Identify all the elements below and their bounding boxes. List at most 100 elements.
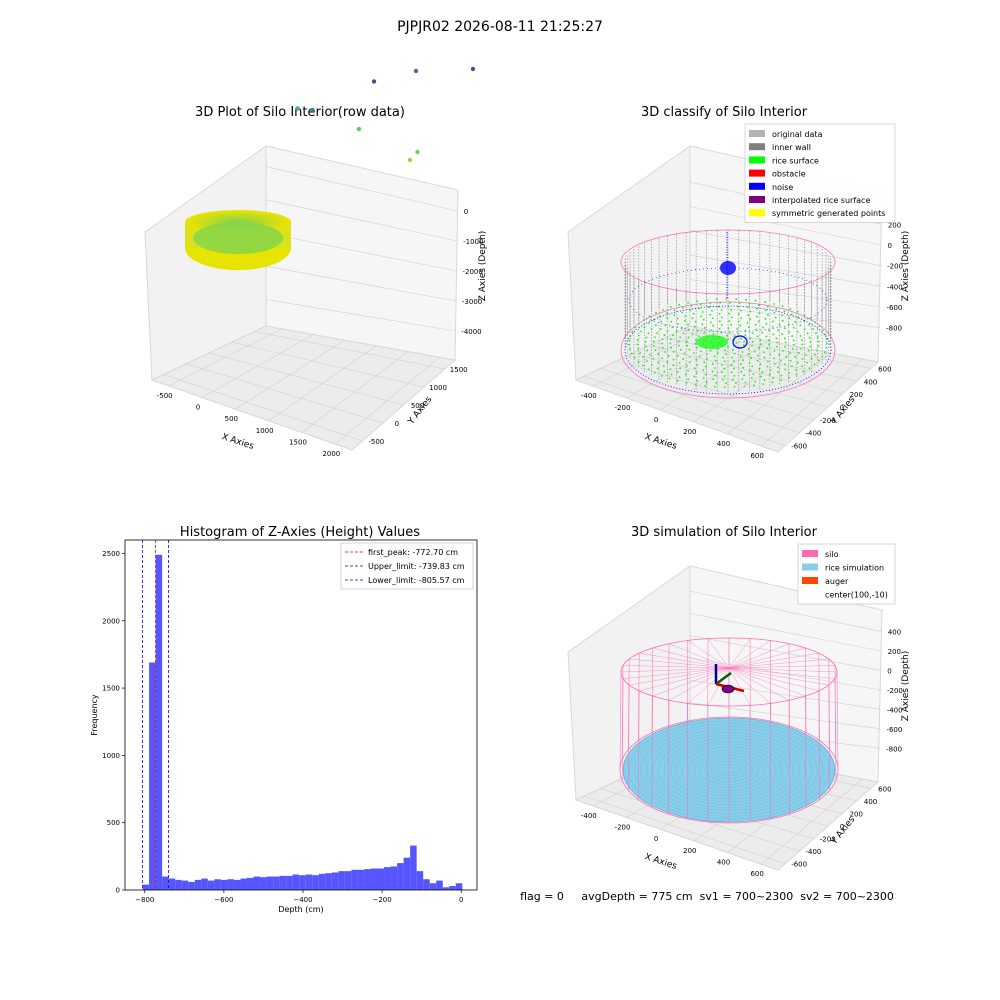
y-tick-label: 0	[840, 404, 844, 412]
rice-surface-point	[637, 334, 640, 337]
rice-surface-point	[732, 349, 734, 351]
histogram-bar	[299, 875, 306, 890]
rice-surface-point	[670, 306, 672, 308]
rice-surface-point	[692, 312, 695, 315]
rice-surface-point	[759, 363, 762, 366]
rice-surface-point	[801, 339, 803, 342]
rice-surface-point	[673, 309, 676, 312]
rice-surface-point	[758, 312, 761, 314]
histogram-bar	[423, 879, 430, 890]
rice-surface-point	[787, 323, 790, 325]
silo-wall-line	[668, 643, 670, 726]
rice-surface-point	[756, 315, 758, 318]
rice-surface-point	[762, 351, 765, 354]
legend-swatch	[802, 550, 818, 557]
rice-surface-point	[721, 363, 723, 366]
histogram-bar	[344, 871, 352, 890]
histogram-bar	[227, 879, 234, 890]
rice-surface-point	[741, 351, 744, 353]
rice-surface-point	[735, 298, 738, 301]
rice-surface-point	[737, 332, 740, 334]
rice-surface-point	[782, 349, 784, 352]
silo-wall-line	[668, 700, 670, 815]
silo-roof-line	[728, 647, 806, 669]
histogram-bar	[175, 879, 182, 890]
rice-surface-point	[709, 313, 712, 316]
histogram-bar	[155, 554, 163, 890]
x-tick-label: −400	[293, 896, 312, 904]
rice-surface-point	[796, 330, 799, 333]
rice-surface-point	[784, 345, 787, 348]
y-tick-label: 1500	[102, 685, 120, 693]
legend-label: silo	[825, 550, 839, 559]
raw-3d-title: 3D Plot of Silo Interior(row data)	[195, 105, 405, 120]
legend-swatch	[749, 156, 765, 164]
rice-surface-point	[788, 376, 790, 379]
rice-surface-point	[791, 347, 794, 350]
rice-surface-point	[747, 353, 750, 356]
histogram-bar	[260, 877, 267, 890]
auger-body	[721, 684, 735, 694]
y-tick-label: 0	[840, 823, 844, 831]
rice-surface-point	[650, 364, 653, 366]
rice-surface-point	[672, 334, 674, 337]
rice-surface-point	[656, 332, 659, 334]
rice-surface-point	[728, 312, 731, 315]
rice-surface-point	[646, 349, 649, 352]
rice-surface-point	[795, 373, 798, 376]
rice-surface-point	[775, 337, 778, 340]
rice-surface-point	[740, 317, 743, 319]
histogram-ticks: −800 −600 −400 −200 0 0 500 1000 1500 2000 2500	[102, 550, 463, 904]
rice-surface-point	[650, 328, 653, 331]
rice-surface-point	[670, 346, 673, 349]
rice-surface-point	[696, 300, 699, 303]
histogram-title: Histogram of Z-Axies (Height) Values	[180, 525, 420, 540]
rice-surface-point	[771, 325, 774, 328]
rice-surface-point	[775, 307, 778, 310]
y-tick-label: 200	[850, 391, 863, 399]
rice-surface-point	[710, 329, 713, 332]
z-tick-label: 0	[887, 668, 891, 676]
rice-surface-point	[653, 344, 655, 347]
rice-surface-point	[645, 336, 648, 339]
rice-surface-point	[687, 336, 690, 339]
rice-surface-point	[696, 363, 699, 366]
silo-roof-line	[728, 643, 790, 669]
rice-surface-point	[712, 333, 715, 335]
histogram-xlabel: Depth (cm)	[278, 905, 323, 914]
grid-line-y	[231, 341, 425, 388]
rice-surface-point	[784, 368, 787, 371]
grid-line-z	[265, 299, 456, 332]
histogram-bar	[318, 873, 326, 890]
legend-label: rice surface	[772, 156, 819, 165]
rice-surface-point	[772, 320, 774, 323]
rice-surface-point	[788, 371, 790, 374]
rice-surface-point	[666, 330, 669, 332]
histogram-bar	[397, 863, 404, 890]
rice-surface-point	[735, 342, 738, 344]
rice-surface-point	[740, 370, 743, 373]
rice-surface-point	[780, 374, 783, 377]
y-tick-label: 0	[395, 420, 399, 428]
raw-3d-xlabel: X Axies	[220, 432, 255, 452]
rice-surface-point	[738, 302, 741, 304]
rice-surface-point	[660, 320, 663, 323]
rice-surface-point	[637, 347, 640, 350]
silo-wall-line	[627, 658, 630, 750]
rice-surface-point	[766, 365, 769, 368]
legend-swatch	[802, 577, 818, 584]
rice-surface-point	[744, 381, 747, 384]
silo-wall-line	[651, 647, 653, 733]
rice-surface-point	[648, 315, 651, 318]
legend-label: Lower_limit: -805.57 cm	[368, 576, 465, 585]
rice-surface-point	[678, 376, 681, 379]
rice-surface-point	[691, 317, 694, 320]
rice-surface-point	[727, 345, 729, 348]
rice-surface-point	[633, 356, 636, 359]
x-tick-label: −800	[135, 896, 154, 904]
rice-surface-point	[816, 336, 819, 339]
x-tick-label: -500	[157, 392, 173, 400]
rice-surface-point	[655, 311, 657, 314]
silo-wall-line	[805, 647, 807, 733]
rice-surface-point	[742, 344, 745, 347]
